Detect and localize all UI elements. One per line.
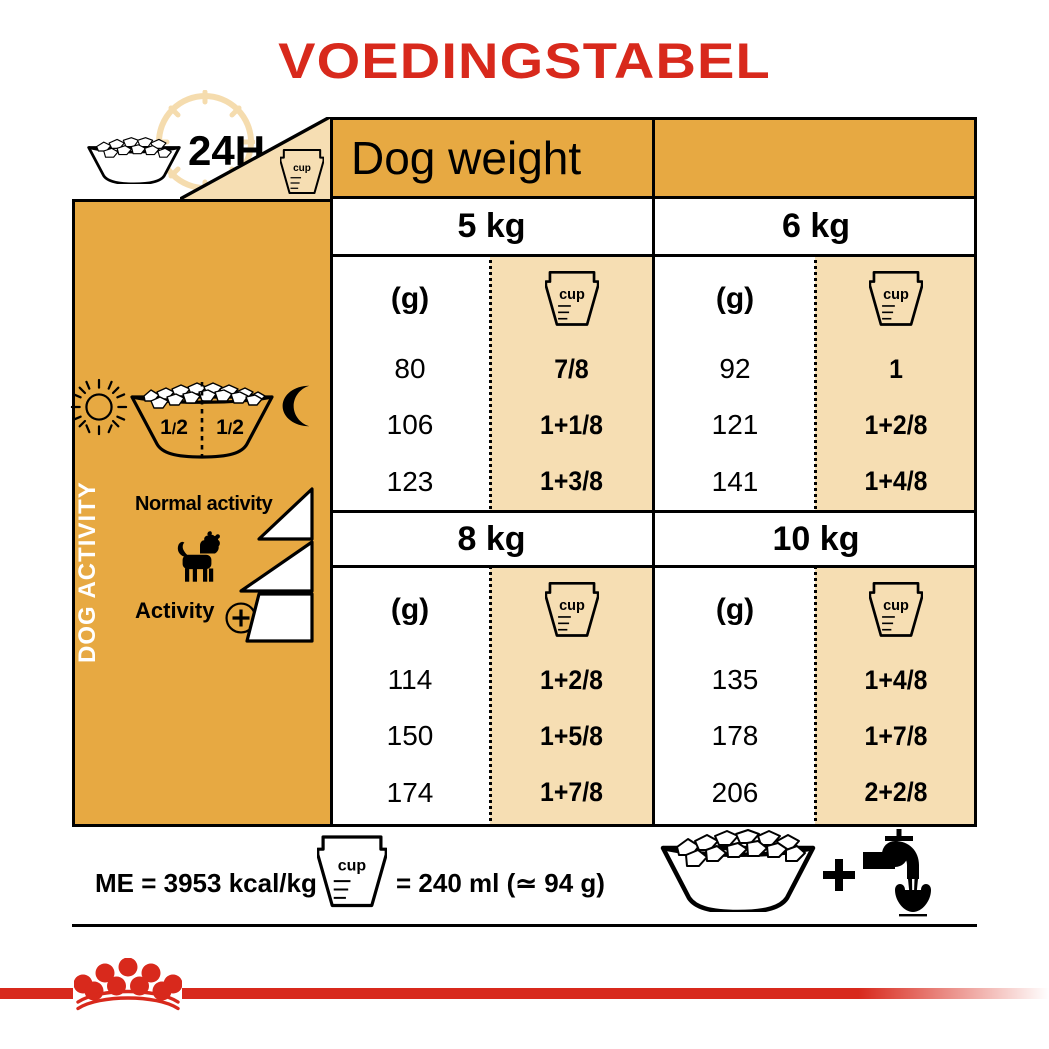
svg-text:cup: cup: [883, 598, 909, 614]
svg-text:cup: cup: [338, 857, 367, 874]
svg-text:cup: cup: [559, 287, 585, 303]
svg-text:cup: cup: [293, 163, 311, 174]
svg-text:cup: cup: [559, 598, 585, 614]
svg-text:cup: cup: [883, 287, 909, 303]
